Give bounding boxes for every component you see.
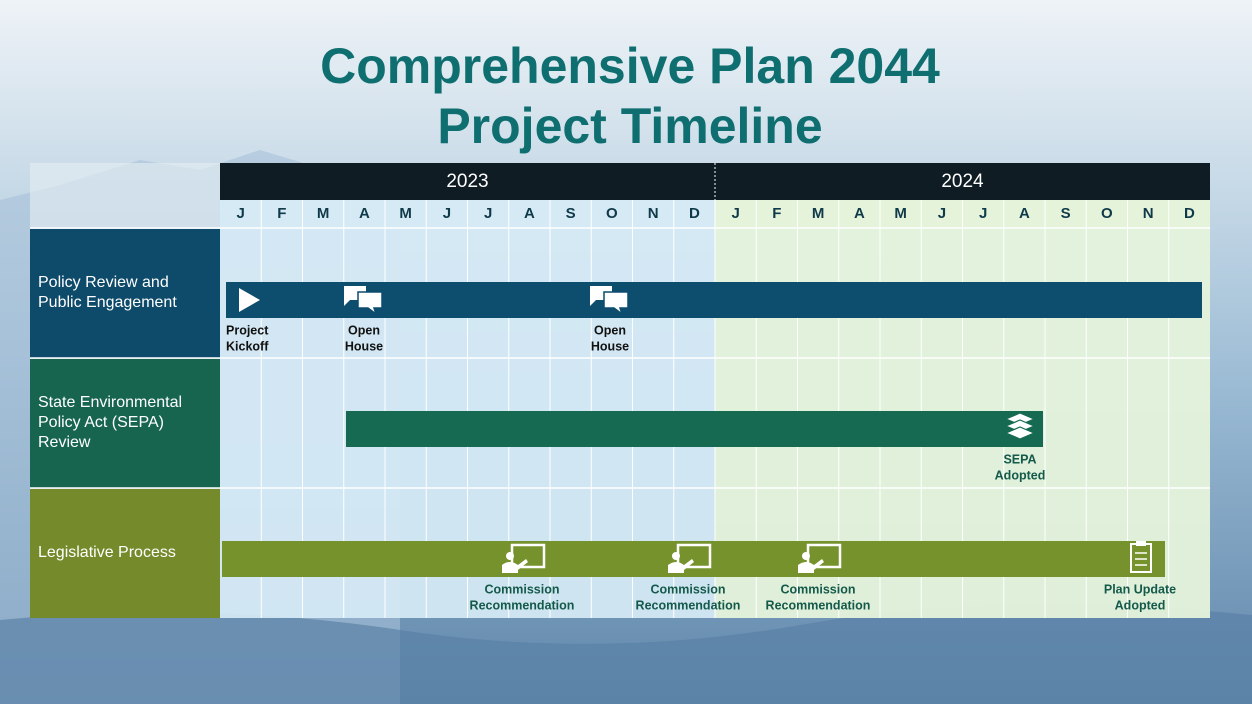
milestone-label: Open [594, 323, 626, 337]
month-label: O [606, 205, 618, 222]
month-label: J [979, 205, 987, 222]
month-label: A [524, 205, 535, 222]
month-label: M [399, 205, 412, 222]
row-label: Policy Act (SEPA) [38, 414, 164, 431]
title-line: Comprehensive Plan 2044 [320, 38, 940, 94]
month-label: A [854, 205, 865, 222]
row-label: Review [38, 434, 91, 451]
milestone-label: Commission [484, 582, 559, 596]
month-label: N [648, 205, 659, 222]
page: Comprehensive Plan 2044 Project Timeline… [0, 0, 1252, 704]
title-line: Project Timeline [437, 98, 822, 154]
year-label: 2023 [446, 171, 488, 192]
month-label: J [443, 205, 451, 222]
month-label: M [317, 205, 330, 222]
corner-cell [30, 163, 220, 228]
milestone-label: Recommendation [766, 598, 871, 612]
milestone-label: SEPA [1003, 452, 1036, 466]
month-label: M [894, 205, 907, 222]
milestone-label: Project [226, 323, 269, 337]
year-label: 2024 [941, 171, 984, 192]
phase-bar [346, 411, 1043, 447]
month-label: A [359, 205, 370, 222]
icon-person [802, 552, 810, 560]
row-label: Public Engagement [38, 294, 177, 311]
month-label: O [1101, 205, 1113, 222]
row-label: Legislative Process [38, 544, 176, 561]
milestone-label: Plan Update [1104, 582, 1176, 596]
milestone-label: Commission [780, 582, 855, 596]
milestone-label: House [345, 339, 383, 353]
month-label: S [566, 205, 576, 222]
month-label: D [689, 205, 700, 222]
icon-person [672, 552, 680, 560]
row-label: State Environmental [38, 394, 182, 411]
month-label: J [236, 205, 244, 222]
timeline: Comprehensive Plan 2044 Project Timeline… [0, 0, 1252, 704]
milestone-label: Open [348, 323, 380, 337]
milestone-label: Recommendation [636, 598, 741, 612]
month-label: J [484, 205, 492, 222]
icon-person [506, 552, 514, 560]
milestone-label: House [591, 339, 629, 353]
milestone-label: Commission [650, 582, 725, 596]
milestone-label: Kickoff [226, 339, 269, 353]
month-label: D [1184, 205, 1195, 222]
milestone-label: Adopted [1115, 598, 1166, 612]
milestone-label: Recommendation [470, 598, 575, 612]
month-label: M [812, 205, 825, 222]
month-label: F [772, 205, 781, 222]
month-label: J [731, 205, 739, 222]
month-label: F [277, 205, 286, 222]
month-label: A [1019, 205, 1030, 222]
month-label: S [1061, 205, 1071, 222]
phase-bar [222, 541, 1165, 577]
row-label: Policy Review and [38, 274, 169, 291]
icon-clipboard [1136, 541, 1146, 546]
month-label: N [1143, 205, 1154, 222]
milestone-label: Adopted [995, 468, 1046, 482]
month-label: J [938, 205, 946, 222]
